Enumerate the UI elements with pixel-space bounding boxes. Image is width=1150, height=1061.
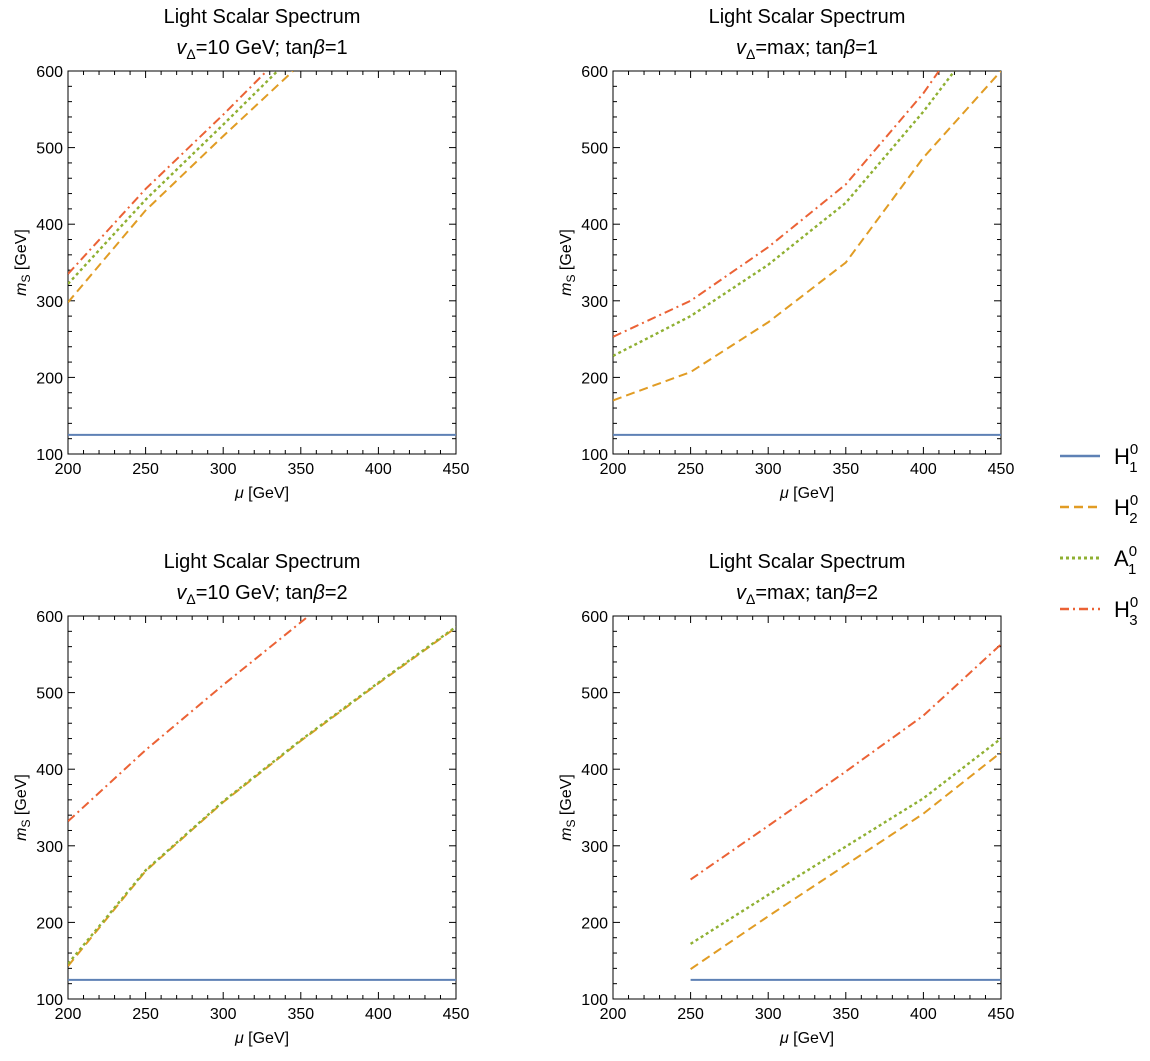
x-tick-label: 350 [287,461,314,478]
x-tick-label: 400 [910,461,937,478]
y-tick-label: 200 [36,915,63,932]
y-tick-label: 400 [36,217,63,234]
x-tick-label: 200 [55,461,82,478]
x-tick-label: 300 [755,461,782,478]
x-tick-label: 300 [210,461,237,478]
x-tick-label: 250 [132,461,159,478]
x-axis-label: μ [GeV] [234,1030,289,1047]
y-tick-label: 400 [581,762,608,779]
plot-frame [612,70,1002,455]
legend-label: H0 2 [1114,492,1138,527]
x-tick-label: 250 [677,1006,704,1023]
y-tick-label: 500 [36,141,63,158]
series-line-4 [613,71,940,338]
x-tick-label: 200 [55,1006,82,1023]
x-tick-label: 250 [132,1006,159,1023]
y-tick-label: 200 [581,370,608,387]
chart-subtitle: vΔ=max; tanβ=2 [736,582,878,607]
plot-frame [67,615,457,1000]
y-tick-label: 600 [36,609,63,626]
plot-frame [612,615,1002,1000]
x-tick-label: 200 [600,461,627,478]
x-tick-label: 400 [910,1006,937,1023]
plot-frame [67,70,457,455]
y-tick-label: 300 [581,294,608,311]
panel-4: Light Scalar Spectrum vΔ=max; tanβ=2 200 25… [558,551,1014,1047]
y-tick-label: 100 [36,447,63,464]
legend: H0 1 H0 2 A0 1 H0 3 [1060,441,1138,629]
y-tick-label: 400 [36,762,63,779]
y-tick-label: 300 [36,294,63,311]
series-line-3 [613,71,956,358]
x-tick-label: 300 [755,1006,782,1023]
y-tick-label: 300 [36,839,63,856]
x-tick-label: 450 [443,1006,470,1023]
chart-subtitle: vΔ=10 GeV; tanβ=2 [176,582,347,607]
y-axis-label: mS [GeV] [558,774,578,841]
y-axis-label: mS [GeV] [558,229,578,296]
series-line-4 [690,643,1001,881]
y-axis-label: mS [GeV] [13,229,33,296]
legend-label: H0 3 [1114,594,1138,629]
series-line-2 [613,71,1001,402]
panel-1: Light Scalar Spectrum vΔ=10 GeV; tanβ=1 20… [13,6,469,502]
series-line-4 [68,71,268,275]
x-tick-label: 350 [832,461,859,478]
y-tick-label: 100 [581,447,608,464]
series-line-2 [690,751,1001,970]
legend-label: A0 1 [1114,543,1137,578]
x-tick-label: 450 [988,1006,1015,1023]
x-tick-label: 250 [677,461,704,478]
chart-title: Light Scalar Spectrum [709,551,906,573]
x-tick-label: 350 [832,1006,859,1023]
y-tick-label: 500 [581,141,608,158]
y-tick-label: 600 [36,64,63,81]
series-line-2 [68,71,294,303]
x-tick-label: 450 [443,461,470,478]
series-line-3 [68,71,279,285]
chart-title: Light Scalar Spectrum [164,6,361,28]
y-tick-label: 400 [581,217,608,234]
x-tick-label: 400 [365,461,392,478]
y-tick-label: 200 [36,370,63,387]
legend-label: H0 1 [1114,441,1138,476]
panel-2: Light Scalar Spectrum vΔ=max; tanβ=1 200 25… [558,6,1014,502]
series-line-4 [68,616,310,823]
y-tick-label: 600 [581,609,608,626]
chart-title: Light Scalar Spectrum [709,6,906,28]
x-tick-label: 200 [600,1006,627,1023]
series-line-2 [68,626,456,967]
y-tick-label: 500 [36,686,63,703]
y-tick-label: 300 [581,839,608,856]
chart-subtitle: vΔ=10 GeV; tanβ=1 [176,37,347,62]
x-axis-label: μ [GeV] [779,1030,834,1047]
y-tick-label: 500 [581,686,608,703]
chart-title: Light Scalar Spectrum [164,551,361,573]
x-axis-label: μ [GeV] [779,485,834,502]
x-tick-label: 450 [988,461,1015,478]
series-line-3 [68,625,456,965]
y-tick-label: 600 [581,64,608,81]
x-tick-label: 400 [365,1006,392,1023]
x-axis-label: μ [GeV] [234,485,289,502]
x-tick-label: 350 [287,1006,314,1023]
y-axis-label: mS [GeV] [13,774,33,841]
chart-subtitle: vΔ=max; tanβ=1 [736,37,878,62]
y-tick-label: 100 [581,992,608,1009]
y-tick-label: 100 [36,992,63,1009]
series-line-3 [689,737,1001,945]
y-tick-label: 200 [581,915,608,932]
x-tick-label: 300 [210,1006,237,1023]
panel-3: Light Scalar Spectrum vΔ=10 GeV; tanβ=2 20… [13,551,469,1047]
